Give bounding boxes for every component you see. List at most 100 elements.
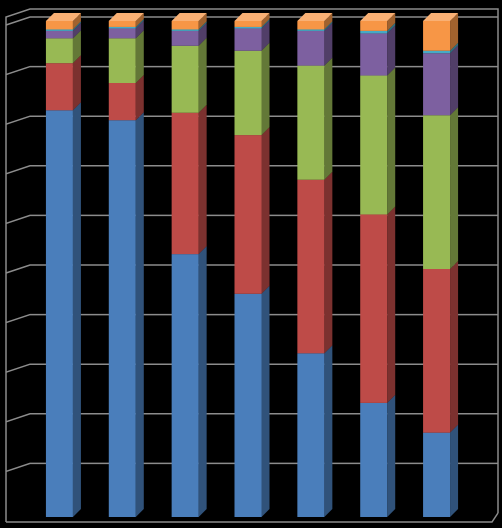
bar-side <box>135 20 144 39</box>
bar-front <box>171 112 199 255</box>
bar-segment <box>234 18 270 29</box>
bar-side <box>135 75 144 121</box>
bar-segment <box>297 21 333 31</box>
bar-front <box>423 21 451 51</box>
bar-front <box>108 21 136 27</box>
bar-segment <box>108 13 144 27</box>
bar-side <box>72 22 81 39</box>
bar-segment <box>45 30 81 64</box>
gridline <box>5 16 498 26</box>
bar-segment <box>108 20 144 39</box>
bar-segment <box>45 13 81 30</box>
bar-front <box>297 179 325 354</box>
bar-stack <box>108 13 144 517</box>
bar-side <box>450 42 459 54</box>
bar-top <box>171 13 207 21</box>
bar-segment <box>297 171 333 354</box>
bar-segment <box>171 21 207 31</box>
bar-side <box>198 246 207 517</box>
bar-segment <box>108 75 144 121</box>
bar-front <box>423 269 451 433</box>
gridline <box>5 462 498 473</box>
bar-side <box>324 13 333 30</box>
bar-side <box>450 424 459 517</box>
bar-front <box>360 21 388 31</box>
bar-front <box>360 402 388 517</box>
bar-stack <box>297 13 333 517</box>
bar-segment <box>423 107 459 270</box>
bar-segment <box>297 22 333 66</box>
bar-front <box>297 30 325 66</box>
bar-segment <box>297 57 333 180</box>
gridline <box>5 115 498 125</box>
bar-top <box>360 13 396 21</box>
bar-segment <box>423 42 459 54</box>
bar-front <box>297 29 325 31</box>
gridline <box>5 413 498 423</box>
bar-side <box>387 22 396 34</box>
bar-side <box>324 345 333 517</box>
bar-side <box>387 25 396 76</box>
bar-segment <box>108 30 144 83</box>
bar-side <box>387 67 396 215</box>
bar-front <box>360 214 388 403</box>
bar-side <box>72 55 81 111</box>
bar-side <box>198 13 207 30</box>
bar-segment <box>45 102 81 517</box>
bar-side <box>261 20 270 51</box>
bar-side <box>324 171 333 354</box>
bar-segment <box>45 21 81 31</box>
bar-segment <box>360 394 396 517</box>
bar-segment <box>360 22 396 34</box>
gridline <box>5 214 498 225</box>
bar-segment <box>423 424 459 517</box>
bar-stack <box>171 13 207 517</box>
bar-front <box>108 83 136 121</box>
bar-segment <box>171 22 207 46</box>
bar-side <box>72 13 81 30</box>
bar-front <box>108 26 136 29</box>
bar-segment <box>423 261 459 433</box>
bar-segment <box>423 45 459 116</box>
bar-front <box>234 50 262 136</box>
bar-front <box>171 21 199 30</box>
bar-front <box>423 432 451 517</box>
bar-segment <box>297 13 333 30</box>
bar-side <box>135 30 144 83</box>
bar-top <box>234 13 270 21</box>
bar-segment <box>171 37 207 113</box>
bar-side <box>135 18 144 29</box>
bar-segment <box>360 13 396 31</box>
bar-front <box>360 75 388 215</box>
bar-front <box>423 115 451 270</box>
bar-segment <box>423 13 459 51</box>
bar-front <box>423 53 451 116</box>
bar-stack <box>45 13 81 517</box>
bar-front <box>45 63 73 111</box>
bar-side <box>450 107 459 270</box>
bar-side <box>450 261 459 433</box>
bar-side <box>261 42 270 136</box>
gridline <box>5 65 498 76</box>
bar-front <box>171 29 199 31</box>
gridline <box>5 165 498 175</box>
bar-stack <box>360 13 396 517</box>
bar-side <box>324 57 333 180</box>
bar-segment <box>297 345 333 517</box>
bar-side <box>198 37 207 113</box>
bar-side <box>72 102 81 517</box>
bar-front <box>45 30 73 39</box>
bar-front <box>297 21 325 30</box>
bar-stack <box>423 13 459 517</box>
floor-edge <box>6 512 499 523</box>
bar-front <box>360 30 388 34</box>
bar-front <box>108 120 136 517</box>
bar-segment <box>234 13 270 27</box>
bar-side <box>198 21 207 31</box>
bar-side <box>198 22 207 46</box>
bar-front <box>234 135 262 294</box>
bar-segment <box>171 104 207 255</box>
bar-side <box>135 13 144 27</box>
bar-side <box>261 285 270 517</box>
bar-front <box>45 21 73 30</box>
